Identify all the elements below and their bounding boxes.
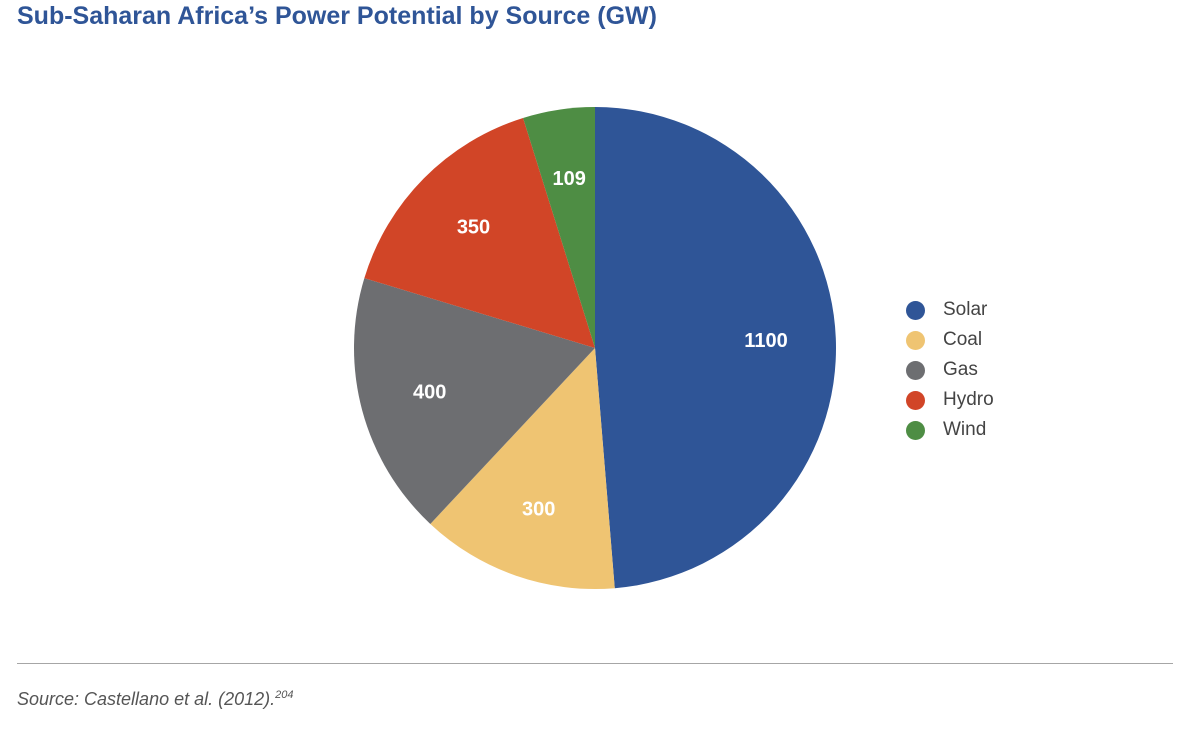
legend-swatch-coal	[906, 330, 925, 350]
source-note: Source: Castellano et al. (2012).204	[17, 689, 294, 710]
pie-label-wind: 109	[553, 168, 586, 190]
source-text: Source: Castellano et al. (2012).	[17, 689, 276, 709]
legend-swatch-hydro	[906, 390, 925, 410]
legend-swatch-solar	[906, 300, 925, 320]
footer-divider	[17, 663, 1173, 664]
pie-slice-wind	[523, 107, 595, 348]
legend: Solar Coal Gas Hydro Wind	[906, 295, 994, 445]
legend-item-wind: Wind	[906, 415, 994, 445]
source-footnote: 204	[275, 689, 294, 701]
pie-slice-gas	[353, 278, 595, 524]
legend-swatch-gas	[906, 360, 925, 380]
pie-slice-solar	[595, 107, 837, 589]
legend-label-wind: Wind	[943, 419, 987, 440]
legend-swatch-wind	[906, 420, 925, 440]
chart-title: Sub-Saharan Africa’s Power Potential by …	[17, 2, 657, 30]
pie-label-hydro: 350	[457, 217, 490, 239]
pie-label-solar: 1100	[744, 330, 787, 352]
pie-slice-hydro	[364, 117, 595, 349]
legend-item-solar: Solar	[906, 295, 994, 325]
legend-label-gas: Gas	[943, 359, 978, 380]
legend-item-gas: Gas	[906, 355, 994, 385]
legend-label-solar: Solar	[943, 299, 988, 320]
pie-label-gas: 400	[413, 381, 446, 403]
pie-label-coal: 300	[522, 499, 555, 521]
pie-slice-coal	[430, 348, 615, 590]
legend-label-coal: Coal	[943, 329, 983, 350]
legend-label-hydro: Hydro	[943, 389, 994, 410]
legend-item-coal: Coal	[906, 325, 994, 355]
legend-item-hydro: Hydro	[906, 385, 994, 415]
